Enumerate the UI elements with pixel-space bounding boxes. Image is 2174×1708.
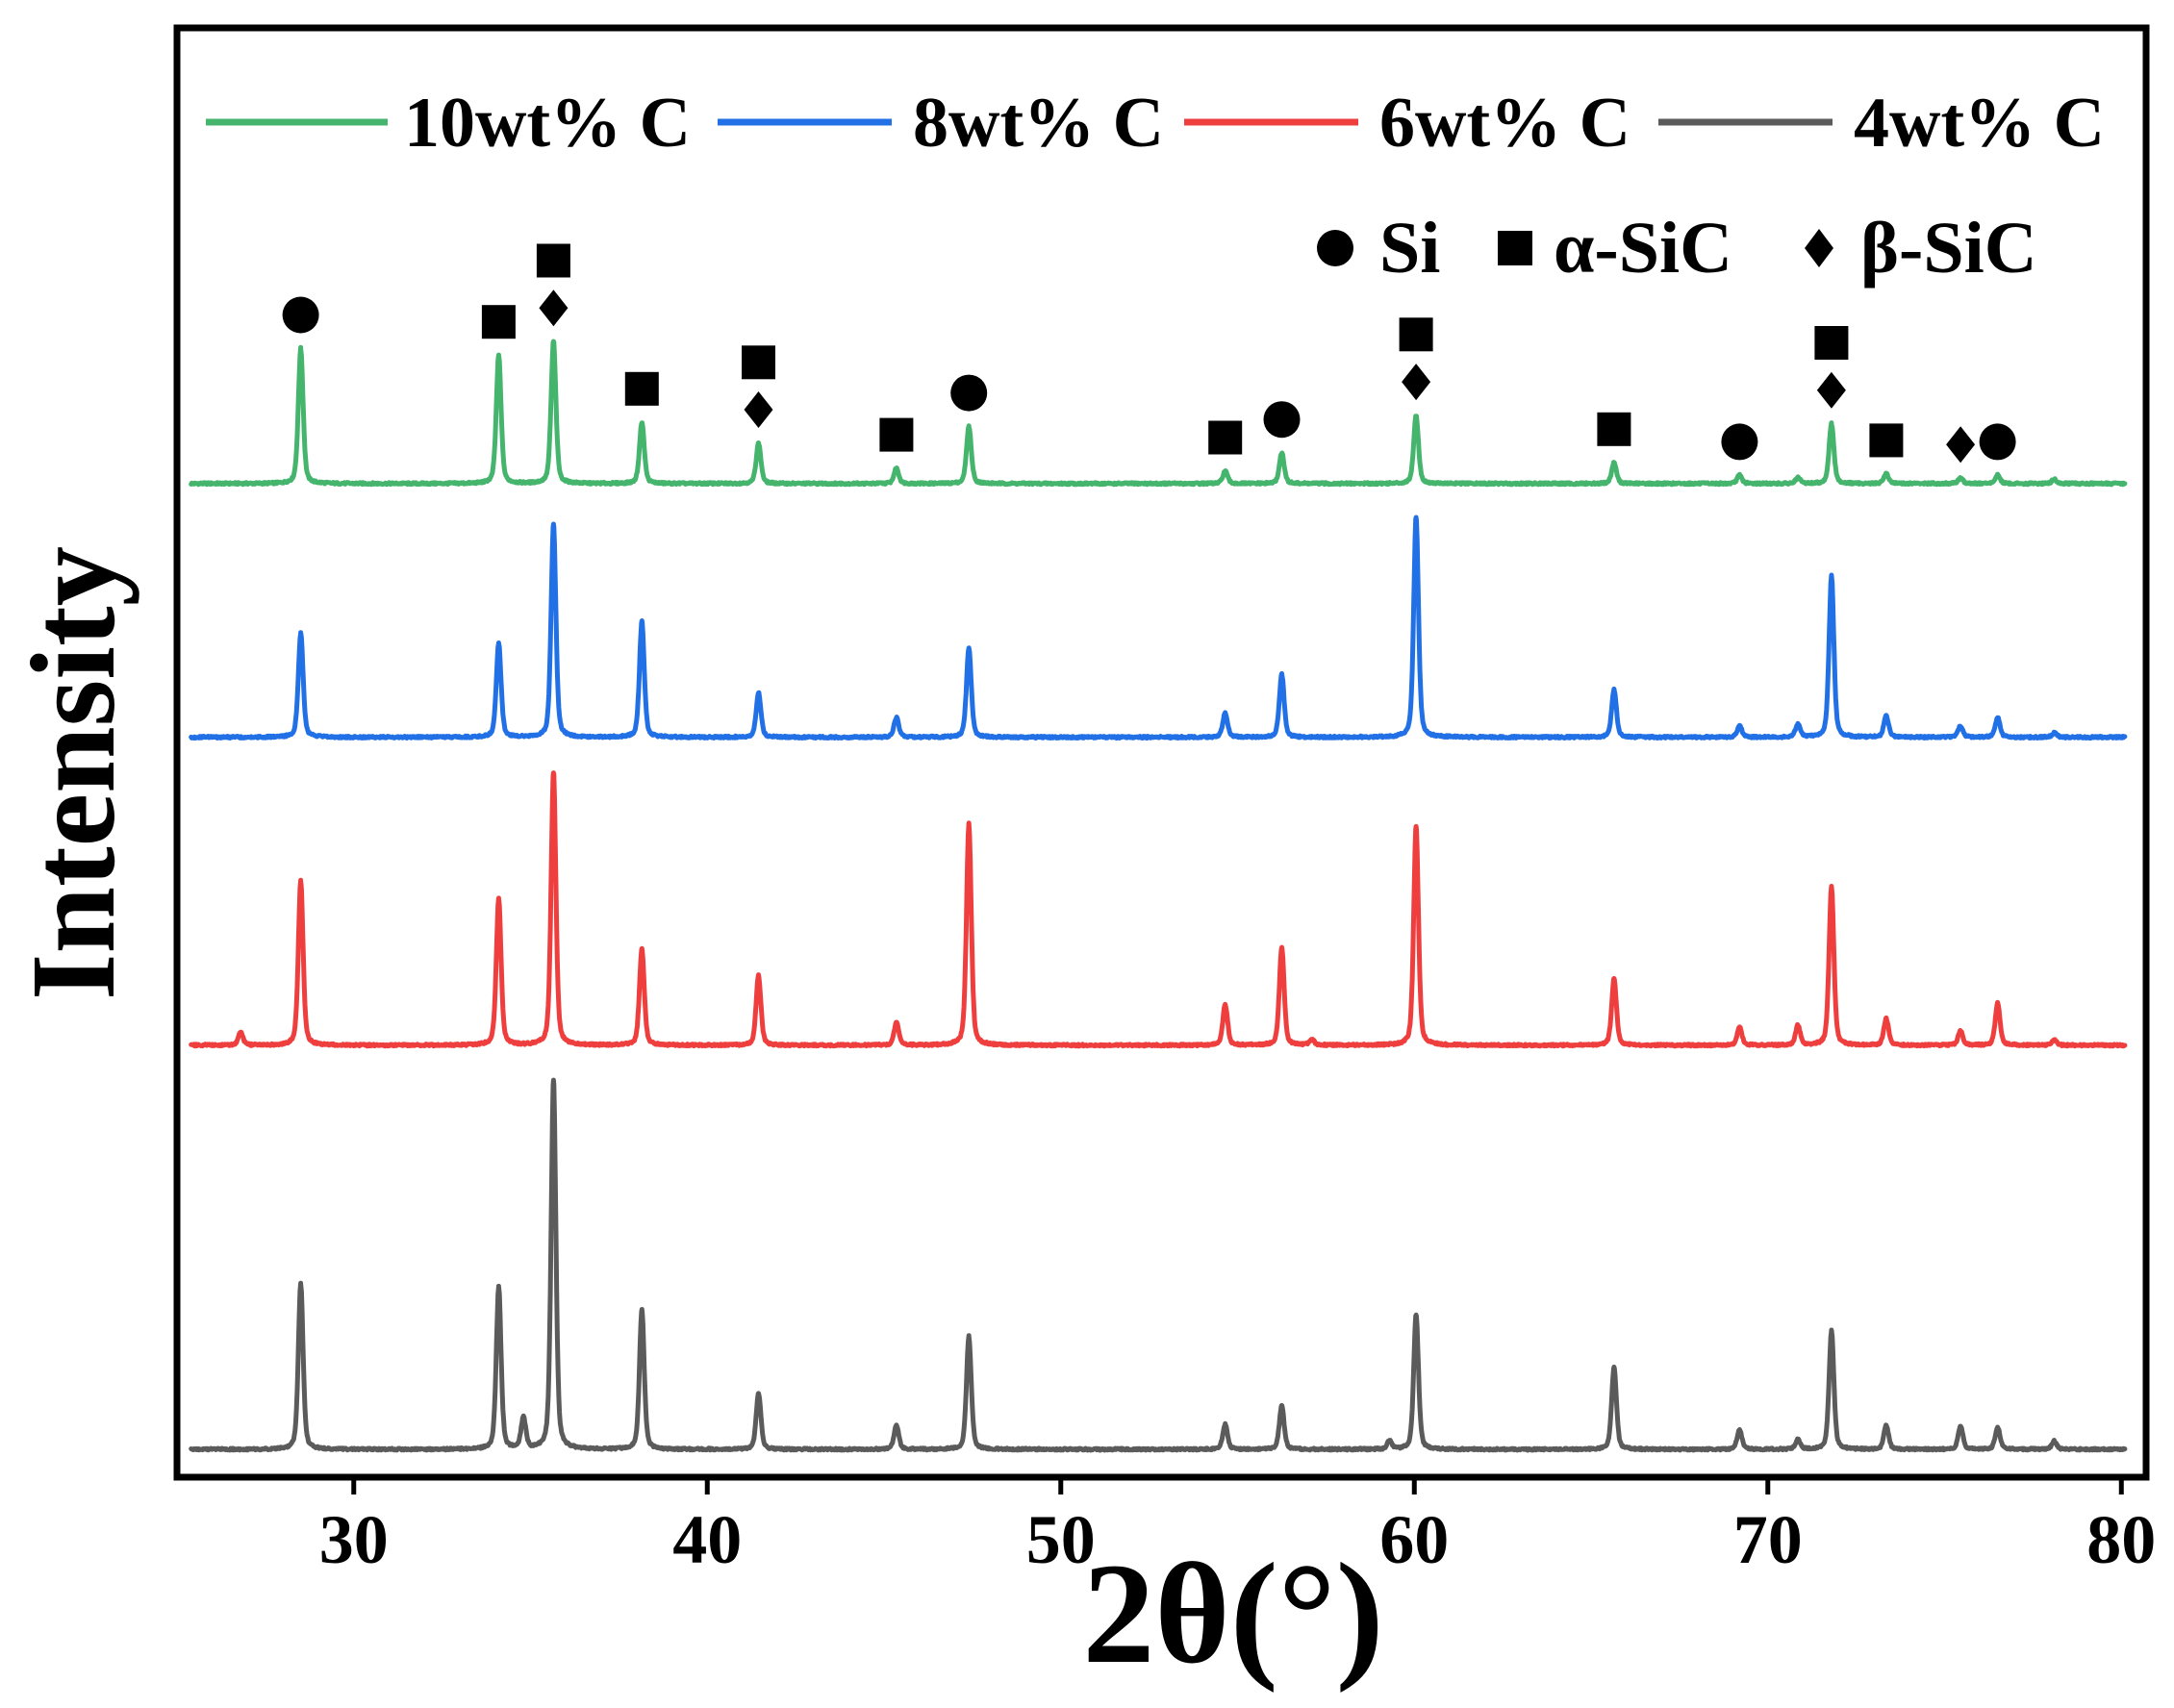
beta-sic-peak-marker (744, 391, 773, 428)
beta-sic-peak-marker (1816, 371, 1846, 409)
x-axis: 30 40 50 60 70 80 (319, 1477, 2156, 1578)
legend-label-6wt-c: 6wt% C (1379, 84, 1630, 163)
x-tick-label: 40 (672, 1501, 742, 1578)
series-legend: 10wt% C 8wt% C 6wt% C 4wt% C (206, 84, 2105, 163)
legend-label-alpha-sic: α-SiC (1554, 208, 1732, 289)
legend-label-si: Si (1379, 208, 1440, 289)
legend-alpha-sic-symbol (1498, 231, 1532, 265)
x-axis-title: 2θ(°) (1082, 1534, 1383, 1694)
si-peak-marker (282, 296, 319, 334)
beta-sic-peak-marker (1946, 426, 1976, 464)
beta-sic-peak-marker (539, 289, 569, 327)
si-peak-marker (1263, 401, 1301, 439)
legend-si-symbol (1317, 230, 1353, 266)
legend-label-4wt-c: 4wt% C (1854, 84, 2105, 163)
x-tick-label: 50 (1026, 1501, 1096, 1578)
y-axis-title: Intensity (8, 546, 140, 1000)
legend-label-beta-sic: β-SiC (1860, 208, 2037, 289)
legend-label-10wt-c: 10wt% C (404, 84, 691, 163)
alpha-sic-peak-marker (536, 243, 570, 278)
alpha-sic-peak-marker (1208, 420, 1243, 455)
trace-6wt-c (189, 770, 2128, 1049)
plot-frame (173, 24, 2150, 1481)
trace-4wt-c (189, 1077, 2128, 1453)
alpha-sic-peak-marker (481, 305, 516, 339)
legend-beta-sic-symbol (1805, 229, 1833, 267)
alpha-sic-peak-marker (1399, 317, 1433, 352)
alpha-sic-peak-marker (1869, 423, 1904, 458)
traces (189, 339, 2128, 1453)
phase-markers (282, 243, 2016, 464)
si-peak-marker (950, 374, 988, 412)
legend-label-8wt-c: 8wt% C (913, 84, 1164, 163)
alpha-sic-peak-marker (879, 417, 914, 452)
alpha-sic-peak-marker (742, 345, 775, 380)
alpha-sic-peak-marker (1814, 326, 1849, 360)
si-peak-marker (1721, 423, 1758, 461)
alpha-sic-peak-marker (624, 371, 659, 406)
trace-8wt-c (189, 515, 2128, 741)
beta-sic-peak-marker (1402, 364, 1431, 401)
x-tick-label: 70 (1733, 1501, 1803, 1578)
x-tick-label: 30 (319, 1501, 389, 1578)
x-tick-label: 80 (2086, 1501, 2156, 1578)
phase-legend: Si α-SiC β-SiC (1317, 208, 2037, 289)
trace-10wt-c (189, 339, 2128, 488)
alpha-sic-peak-marker (1597, 412, 1631, 446)
x-tick-label: 60 (1379, 1501, 1449, 1578)
si-peak-marker (1979, 423, 2016, 461)
